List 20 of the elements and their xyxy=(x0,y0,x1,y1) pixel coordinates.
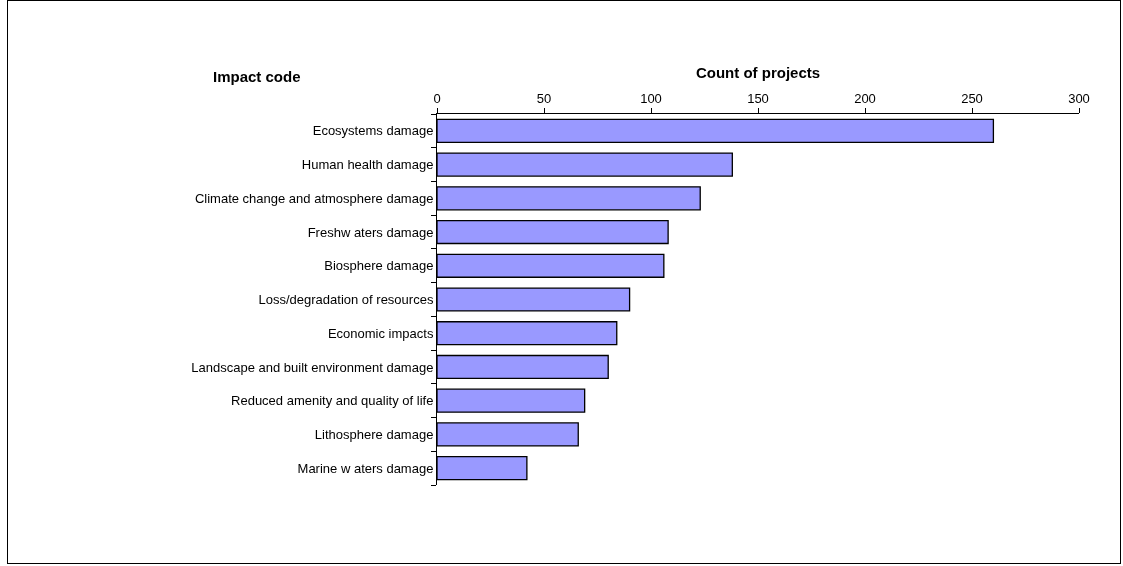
y-axis-title: Impact code xyxy=(213,68,301,85)
x-tick-label: 50 xyxy=(536,90,552,106)
y-tick-label: Loss/degradation of resources xyxy=(258,292,434,308)
x-tick-label: 300 xyxy=(1068,90,1090,106)
y-tick-label: Climate change and atmosphere damage xyxy=(194,190,434,206)
y-tick-label: Lithosphere damage xyxy=(314,426,434,442)
y-tick-label: Reduced amenity and quality of life xyxy=(231,393,434,409)
y-tick-label: Biosphere damage xyxy=(324,258,434,274)
y-tick-label: Human health damage xyxy=(301,157,434,173)
x-tick-label: 150 xyxy=(747,90,769,106)
y-tick-label: Economic impacts xyxy=(327,325,434,341)
x-tick-label: 100 xyxy=(640,90,662,106)
x-tick-label: 0 xyxy=(433,90,441,106)
x-tick-label: 200 xyxy=(854,90,876,106)
x-tick-label: 250 xyxy=(961,90,983,106)
y-tick-label: Ecosystems damage xyxy=(312,123,434,139)
y-tick-label: Freshw aters damage xyxy=(307,224,434,240)
y-tick-label: Landscape and built environment damage xyxy=(191,359,434,375)
x-axis-title: Count of projects xyxy=(695,64,821,82)
y-tick-label: Marine w aters damage xyxy=(297,460,434,476)
